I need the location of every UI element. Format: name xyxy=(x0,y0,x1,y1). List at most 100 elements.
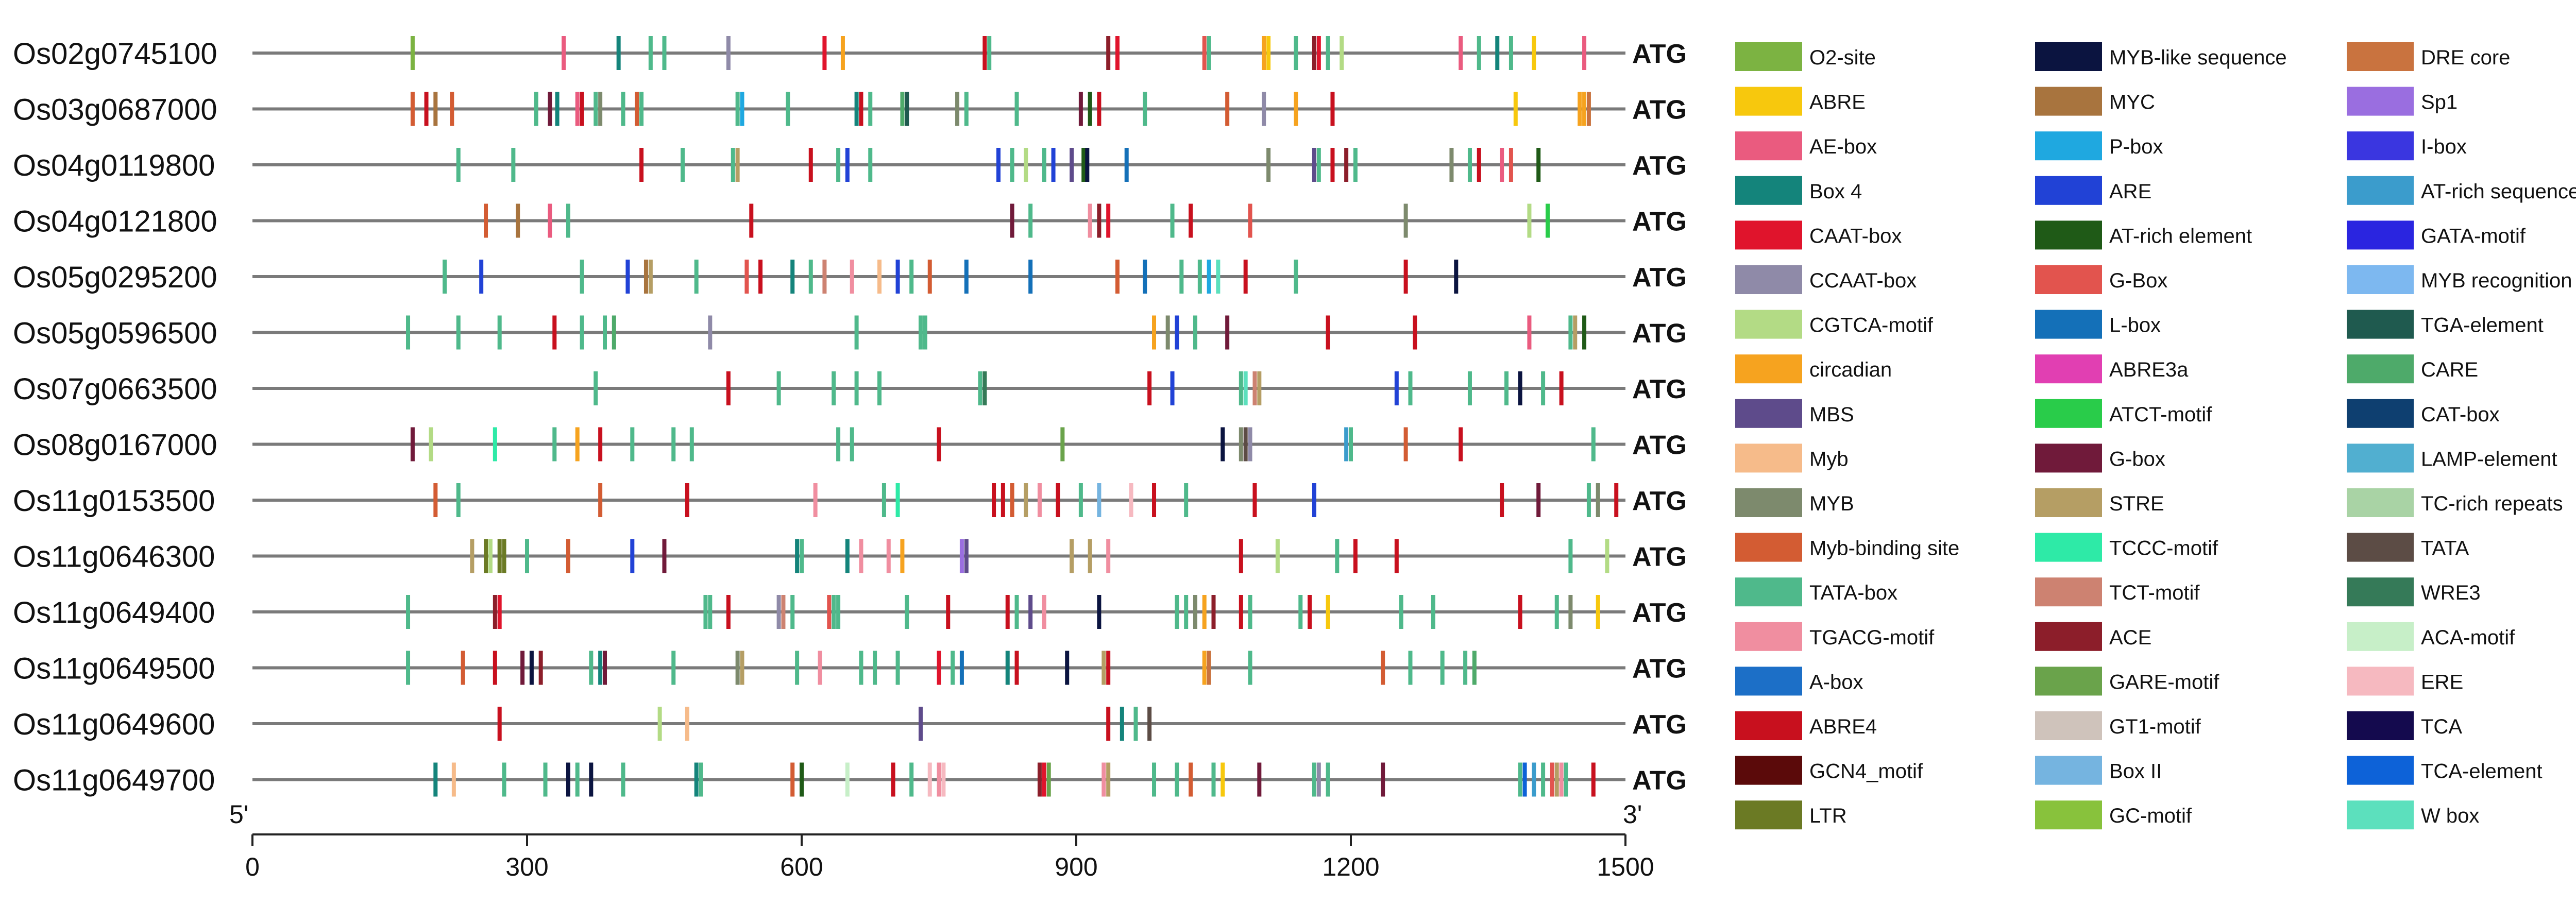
legend-label: CCAAT-box xyxy=(1809,269,1917,292)
element-mark xyxy=(1449,148,1454,182)
element-mark xyxy=(1403,427,1408,462)
element-mark xyxy=(836,427,841,462)
legend-item: MBS xyxy=(1735,399,1854,428)
element-mark xyxy=(731,148,735,182)
element-mark xyxy=(1399,595,1403,629)
element-mark xyxy=(1459,36,1463,70)
legend-item: TCA xyxy=(2347,711,2462,740)
legend-item: TATA xyxy=(2347,533,2469,562)
element-mark xyxy=(1193,315,1197,350)
element-mark xyxy=(699,762,703,797)
element-mark xyxy=(1056,483,1060,517)
element-mark xyxy=(1568,595,1573,629)
element-mark xyxy=(818,651,822,685)
legend-label: G-Box xyxy=(2109,269,2167,292)
element-mark xyxy=(735,148,740,182)
element-mark xyxy=(1243,371,1248,405)
element-mark xyxy=(923,315,927,350)
element-mark xyxy=(1605,539,1609,573)
legend-swatch xyxy=(2347,711,2414,740)
element-mark xyxy=(1335,539,1340,573)
element-mark xyxy=(639,148,644,182)
element-mark xyxy=(1518,595,1522,629)
legend-swatch xyxy=(2347,800,2414,830)
legend-swatch xyxy=(2347,220,2414,250)
element-mark xyxy=(946,595,951,629)
legend-label: G-box xyxy=(2109,448,2165,470)
element-mark xyxy=(790,260,795,294)
atg-label: ATG xyxy=(1632,486,1687,516)
element-mark xyxy=(877,371,882,405)
element-mark xyxy=(598,427,603,462)
legend-label: MYB-like sequence xyxy=(2109,46,2287,69)
gene-label: Os11g0153500 xyxy=(13,484,215,518)
element-mark xyxy=(1202,36,1207,70)
element-mark xyxy=(850,427,854,462)
legend-item: STRE xyxy=(2035,488,2164,517)
element-mark xyxy=(603,651,607,685)
element-mark xyxy=(758,260,763,294)
element-mark xyxy=(1330,92,1335,126)
element-mark xyxy=(548,92,552,126)
element-mark xyxy=(1014,651,1019,685)
gene-label: Os07g0663500 xyxy=(13,372,217,406)
gene-label: Os02g0745100 xyxy=(13,37,217,71)
element-mark xyxy=(927,260,932,294)
legend-swatch xyxy=(1735,577,1802,607)
element-mark xyxy=(598,483,603,517)
legend-item: CAT-box xyxy=(2347,399,2500,428)
three-prime-label: 3' xyxy=(1623,800,1642,829)
element-mark xyxy=(1239,427,1243,462)
legend-label: MYB xyxy=(1809,492,1854,515)
legend-label: CGTCA-motif xyxy=(1809,314,1934,337)
element-mark xyxy=(726,36,731,70)
legend-item: TGA-element xyxy=(2347,310,2544,339)
legend-swatch xyxy=(2035,756,2102,785)
element-mark xyxy=(648,260,653,294)
gene-row: Os08g0167000 ATG xyxy=(13,427,1687,462)
atg-label: ATG xyxy=(1632,319,1687,349)
legend-swatch xyxy=(2347,622,2414,651)
element-mark xyxy=(681,148,685,182)
legend-item: G-box xyxy=(2035,443,2165,473)
legend-swatch xyxy=(2347,265,2414,294)
atg-label: ATG xyxy=(1632,431,1687,460)
element-mark xyxy=(450,92,454,126)
element-mark xyxy=(1085,148,1090,182)
legend-swatch xyxy=(2035,131,2102,161)
legend-swatch xyxy=(2347,533,2414,562)
legend-item: circadian xyxy=(1735,354,1892,384)
element-mark xyxy=(1078,92,1083,126)
element-mark xyxy=(470,539,474,573)
atg-label: ATG xyxy=(1632,374,1687,404)
element-mark xyxy=(685,483,689,517)
legend-swatch xyxy=(1735,42,1802,71)
element-mark xyxy=(1614,483,1619,517)
element-mark xyxy=(671,651,676,685)
element-mark xyxy=(612,315,616,350)
element-mark xyxy=(1586,92,1591,126)
legend-swatch xyxy=(2347,399,2414,428)
element-mark xyxy=(543,762,548,797)
element-mark xyxy=(859,92,863,126)
element-mark xyxy=(1088,539,1092,573)
element-mark xyxy=(1184,595,1189,629)
element-mark xyxy=(1175,315,1179,350)
element-mark xyxy=(575,427,580,462)
element-mark xyxy=(891,762,895,797)
element-mark xyxy=(1252,371,1257,405)
legend-item: DRE core xyxy=(2347,42,2510,71)
element-mark xyxy=(937,427,941,462)
element-mark xyxy=(685,707,689,741)
element-mark xyxy=(895,260,900,294)
legend-item: AT-rich sequence xyxy=(2347,176,2576,205)
element-mark xyxy=(443,260,447,294)
element-mark xyxy=(1175,762,1179,797)
legend-item: Myb-binding site xyxy=(1735,533,1959,562)
legend-label: LAMP-element xyxy=(2421,448,2557,470)
element-mark xyxy=(1189,203,1193,238)
element-mark xyxy=(555,92,560,126)
element-mark xyxy=(456,148,461,182)
legend-swatch xyxy=(2035,220,2102,250)
element-mark xyxy=(497,707,502,741)
